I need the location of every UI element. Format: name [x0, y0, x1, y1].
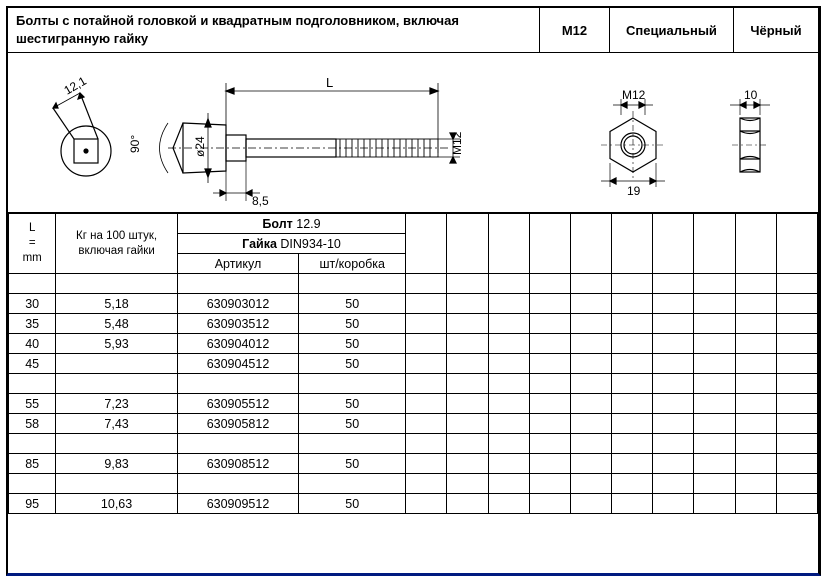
table-row: 355,4863090351250 [9, 314, 818, 334]
table-row [9, 474, 818, 494]
table-row [9, 374, 818, 394]
header-size: M12 [539, 8, 609, 52]
svg-text:90°: 90° [128, 135, 142, 153]
table-row [9, 274, 818, 294]
data-table-area: L=mm Кг на 100 штук, включая гайки Болт … [8, 213, 818, 514]
data-table: L=mm Кг на 100 штук, включая гайки Болт … [8, 213, 818, 514]
table-row: 557,2363090551250 [9, 394, 818, 414]
nut-spec: Гайка DIN934-10 [177, 234, 405, 254]
svg-text:19: 19 [627, 184, 641, 198]
header-row: Болты с потайной головкой и квадратным п… [8, 8, 818, 53]
svg-text:8,5: 8,5 [252, 194, 269, 208]
table-row [9, 434, 818, 454]
svg-text:ø24: ø24 [193, 136, 207, 157]
svg-text:12,1: 12,1 [62, 74, 90, 98]
svg-text:L: L [326, 75, 333, 90]
svg-text:M12: M12 [450, 132, 464, 156]
col-header-art: Артикул [177, 254, 298, 274]
table-row: 9510,6363090951250 [9, 494, 818, 514]
header-title: Болты с потайной головкой и квадратным п… [8, 8, 539, 52]
spec-row-bolt: L=mm Кг на 100 штук, включая гайки Болт … [9, 214, 818, 234]
col-header-qty: шт/коробка [299, 254, 406, 274]
table-row: 305,1863090301250 [9, 294, 818, 314]
header-type: Специальный [609, 8, 733, 52]
col-header-L: L=mm [9, 214, 56, 274]
technical-drawing: 12,1 L 90° ø24 [8, 53, 818, 213]
svg-text:M12: M12 [622, 88, 646, 102]
table-row: 587,4363090581250 [9, 414, 818, 434]
bolt-spec: Болт 12.9 [177, 214, 405, 234]
svg-text:10: 10 [744, 88, 758, 102]
table-row: 859,8363090851250 [9, 454, 818, 474]
col-header-kg: Кг на 100 штук, включая гайки [56, 214, 177, 274]
table-row: 4563090451250 [9, 354, 818, 374]
header-color: Чёрный [733, 8, 818, 52]
document-frame: Болты с потайной головкой и квадратным п… [6, 6, 821, 576]
table-row: 405,9363090401250 [9, 334, 818, 354]
